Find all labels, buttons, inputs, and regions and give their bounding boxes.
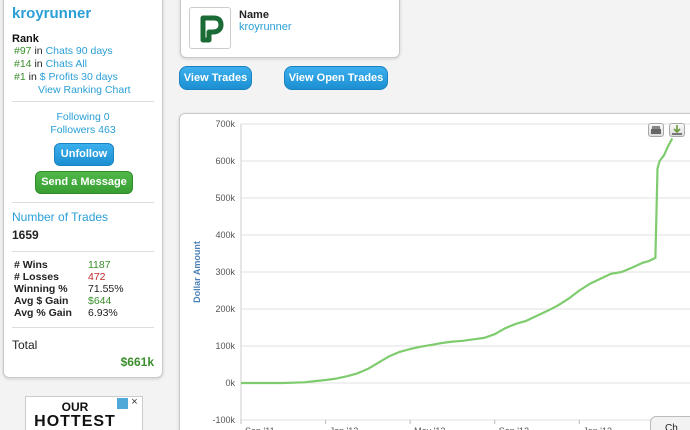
stat-key: Avg % Gain: [14, 307, 72, 319]
stat-value: $644: [88, 295, 112, 307]
rank-line-2: #14 in Chats All: [14, 58, 87, 70]
sidebar-username[interactable]: kroyrunner: [12, 5, 92, 22]
chart-tooltip: Ch: [650, 416, 690, 430]
y-tick-label: -100k: [212, 415, 235, 425]
rank-sep: in: [34, 45, 43, 57]
stat-value: 6.93%: [88, 307, 118, 319]
ad-banner[interactable]: OUR HOTTEST ×: [25, 396, 143, 430]
rank-position: #97: [14, 45, 32, 57]
divider: [12, 327, 154, 328]
export-chart-button[interactable]: [669, 123, 685, 137]
y-tick-label: 200k: [215, 304, 235, 314]
rank-position: #1: [14, 71, 26, 83]
number-of-trades-value: 1659: [12, 228, 39, 242]
y-tick-label: 100k: [215, 341, 235, 351]
profile-sidebar: kroyrunner Rank #97 in Chats 90 days #14…: [3, 0, 163, 378]
name-label: Name: [239, 9, 269, 21]
total-value: $661k: [120, 355, 154, 369]
stat-value: 472: [88, 271, 106, 283]
y-tick-label: 400k: [215, 230, 235, 240]
rank-category-link[interactable]: Chats All: [45, 58, 87, 70]
print-icon: [651, 126, 661, 134]
rank-sep: in: [34, 58, 43, 70]
rank-position: #14: [14, 58, 32, 70]
x-tick-label: Sep '12: [499, 426, 529, 430]
view-trades-button[interactable]: View Trades: [179, 66, 252, 90]
stat-key: # Losses: [14, 271, 59, 283]
y-tick-label: 300k: [215, 267, 235, 277]
y-axis-title: Dollar Amount: [192, 241, 202, 303]
divider: [12, 251, 154, 252]
x-tick-label: Sep '11: [245, 426, 275, 430]
stocktwits-p-icon: [197, 15, 225, 43]
view-open-trades-button[interactable]: View Open Trades: [284, 66, 388, 90]
y-tick-label: 500k: [215, 193, 235, 203]
divider: [12, 101, 154, 102]
number-of-trades-label: Number of Trades: [12, 210, 109, 224]
logo-avatar: [189, 7, 231, 49]
chart-panel: 700k 600k 500k 400k 300k 200k 100k 0k -100k Sep '…: [179, 113, 690, 430]
followers-count[interactable]: Followers 463: [50, 124, 116, 136]
unfollow-button[interactable]: Unfollow: [54, 143, 114, 166]
ad-line-2: HOTTEST: [34, 413, 116, 430]
rank-line-1: #97 in Chats 90 days: [14, 45, 113, 57]
following-count[interactable]: Following 0: [56, 111, 110, 123]
close-icon[interactable]: ×: [131, 396, 138, 408]
view-ranking-chart-link[interactable]: View Ranking Chart: [38, 84, 131, 96]
stat-key: # Wins: [14, 259, 48, 271]
divider: [12, 202, 154, 203]
print-chart-button[interactable]: [648, 123, 664, 137]
adchoices-icon[interactable]: [117, 398, 128, 409]
stat-key: Avg $ Gain: [14, 295, 69, 307]
x-tick-label: Jan '12: [330, 426, 359, 430]
stat-value: 71.55%: [88, 283, 124, 295]
y-tick-label: 0k: [225, 378, 235, 388]
series-line: [241, 137, 674, 385]
total-label: Total: [12, 338, 38, 352]
rank-sep: in: [28, 71, 37, 83]
rank-line-3: #1 in $ Profits 30 days: [14, 71, 118, 83]
x-tick-label: May '12: [414, 426, 445, 430]
download-icon: [672, 125, 682, 135]
profit-chart: 700k 600k 500k 400k 300k 200k 100k 0k -100k Sep '…: [192, 119, 690, 430]
name-value[interactable]: kroyrunner: [239, 21, 292, 33]
rank-category-link[interactable]: Chats 90 days: [45, 45, 113, 57]
x-tick-label: Jan '13: [583, 426, 612, 430]
stat-key: Winning %: [14, 283, 68, 295]
profile-card: Name kroyrunner: [180, 0, 400, 58]
y-tick-label: 700k: [215, 119, 235, 129]
rank-category-link[interactable]: $ Profits 30 days: [39, 71, 118, 83]
rank-label: Rank: [12, 33, 39, 45]
ad-line-1: OUR: [61, 400, 89, 414]
y-tick-label: 600k: [215, 156, 235, 166]
send-message-button[interactable]: Send a Message: [35, 171, 133, 194]
stat-value: 1187: [88, 259, 111, 271]
